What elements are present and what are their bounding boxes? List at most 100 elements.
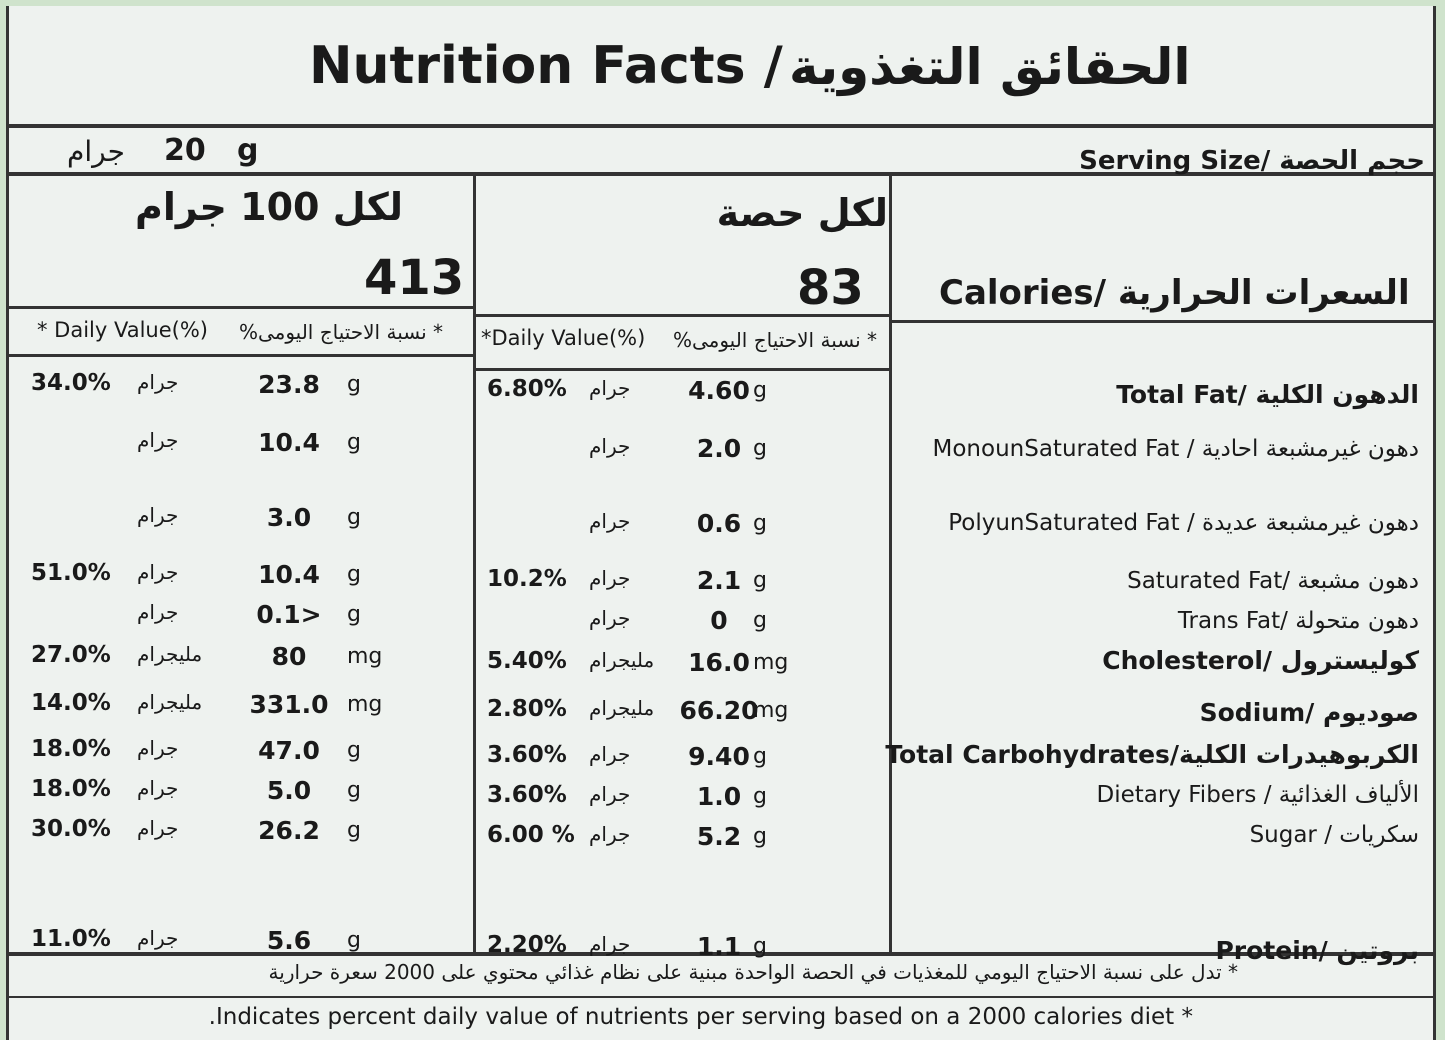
dv-serving: 6.00 % xyxy=(487,822,575,848)
unit-serving: mg xyxy=(753,698,789,723)
footnote-en: * Indicates percent daily value of nutri… xyxy=(208,1004,1193,1030)
amount-100: 0.1> xyxy=(256,600,322,629)
dv-100: 11.0% xyxy=(31,926,111,952)
amount-serving: 66.20 xyxy=(679,696,759,725)
dv-ar: * نسبة الاحتياج اليومى% xyxy=(672,328,877,352)
unit-ar-serving: جرام xyxy=(589,376,631,400)
dv-100: 18.0% xyxy=(31,736,111,762)
unit-serving: mg xyxy=(753,650,789,675)
unit-100: g xyxy=(347,505,361,530)
nutrient-label: Total Fat/ الدهون الكلية xyxy=(1116,380,1419,409)
unit-ar-100: جرام xyxy=(137,370,179,394)
unit-ar-serving: مليجرام xyxy=(589,648,655,672)
footnote-ar: * تدل على نسبة الاحتياج اليومي للمغذيات … xyxy=(268,960,1238,984)
unit-serving: g xyxy=(753,436,767,461)
rule xyxy=(9,124,1433,128)
dv-en: * Daily Value(%) xyxy=(37,318,208,342)
unit-ar-100: جرام xyxy=(137,600,179,624)
amount-serving: 16.0 xyxy=(688,648,750,677)
unit-ar-serving: جرام xyxy=(589,742,631,766)
unit-ar-100: جرام xyxy=(137,560,179,584)
nutrient-label: PolyunSaturated Fat / دهون غيرمشبعة عديد… xyxy=(948,510,1419,536)
per-serving-header: لكل حصة xyxy=(716,191,888,235)
unit-ar-serving: جرام xyxy=(589,822,631,846)
amount-100: 10.4 xyxy=(258,428,320,457)
title-ar: الحقائق التغذوية xyxy=(789,38,1191,96)
rule xyxy=(889,176,892,956)
calories-label: Calories/ السعرات الحرارية xyxy=(939,273,1410,313)
title-en: Nutrition Facts / xyxy=(309,36,783,96)
unit-serving: g xyxy=(753,744,767,769)
rule xyxy=(476,314,889,317)
unit-ar-100: جرام xyxy=(137,926,179,950)
amount-100: 80 xyxy=(271,642,307,671)
calories-serving: 83 xyxy=(797,260,864,316)
unit-ar-serving: مليجرام xyxy=(589,696,655,720)
rule xyxy=(9,996,1433,998)
dv-serving: 5.40% xyxy=(487,648,567,674)
amount-100: 5.6 xyxy=(266,926,312,955)
dv-100: 34.0% xyxy=(31,370,111,396)
unit-ar-serving: جرام xyxy=(589,509,631,533)
nutrient-label: Dietary Fibers / الألياف الغذائية xyxy=(1096,782,1420,808)
unit-100: g xyxy=(347,430,361,455)
amount-serving: 0 xyxy=(710,606,728,635)
rule xyxy=(476,368,889,371)
amount-serving: 5.2 xyxy=(696,822,742,851)
rule xyxy=(9,172,1433,176)
nutrition-label: Nutrition Facts / الحقائق التغذوية جرام … xyxy=(6,6,1436,1040)
amount-serving: 4.60 xyxy=(688,376,750,405)
calories-100: 413 xyxy=(364,250,465,306)
dv-serving: 2.80% xyxy=(487,696,567,722)
rule xyxy=(9,952,1433,956)
amount-100: 10.4 xyxy=(258,560,320,589)
unit-ar-serving: جرام xyxy=(589,434,631,458)
amount-serving: 1.1 xyxy=(696,932,742,961)
unit-serving: g xyxy=(753,784,767,809)
unit-ar-100: مليجرام xyxy=(137,642,203,666)
rule xyxy=(9,306,473,309)
unit-serving: g xyxy=(753,568,767,593)
nutrient-label: Cholesterol/ كوليسترول xyxy=(1102,646,1419,675)
per-100-header: لكل 100 جرام xyxy=(135,185,403,229)
amount-serving: 2.0 xyxy=(696,434,742,463)
dv-serving: 2.20% xyxy=(487,932,567,958)
unit-ar-serving: جرام xyxy=(589,566,631,590)
serving-unit-ar: جرام xyxy=(67,135,125,168)
amount-100: 5.0 xyxy=(266,776,312,805)
amount-serving: 2.1 xyxy=(696,566,742,595)
dv-100: 14.0% xyxy=(31,690,111,716)
dv-100: 18.0% xyxy=(31,776,111,802)
unit-100: g xyxy=(347,562,361,587)
unit-ar-100: مليجرام xyxy=(137,690,203,714)
nutrient-label: Total Carbohydrates/الكربوهيدرات الكلية xyxy=(885,740,1419,769)
dv-en: *Daily Value(%) xyxy=(481,326,646,350)
rule xyxy=(9,354,473,357)
amount-100: 331.0 xyxy=(249,690,329,719)
amount-100: 23.8 xyxy=(258,370,320,399)
dv-serving: 3.60% xyxy=(487,742,567,768)
unit-serving: g xyxy=(753,608,767,633)
dv-serving: 6.80% xyxy=(487,376,567,402)
unit-100: g xyxy=(347,778,361,803)
amount-serving: 9.40 xyxy=(688,742,750,771)
unit-100: g xyxy=(347,818,361,843)
dv-100: 27.0% xyxy=(31,642,111,668)
unit-ar-serving: جرام xyxy=(589,932,631,956)
nutrient-label: MonounSaturated Fat / دهون غيرمشبعة احاد… xyxy=(932,436,1419,462)
amount-serving: 0.6 xyxy=(696,509,742,538)
amount-serving: 1.0 xyxy=(696,782,742,811)
unit-100: g xyxy=(347,602,361,627)
serving-unit: g xyxy=(237,133,259,168)
unit-ar-100: جرام xyxy=(137,503,179,527)
rule xyxy=(473,176,476,956)
unit-100: g xyxy=(347,928,361,953)
rule xyxy=(892,320,1433,323)
nutrient-label: Sugar / سكريات xyxy=(1249,822,1419,848)
amount-100: 3.0 xyxy=(266,503,312,532)
dv-100: 30.0% xyxy=(31,816,111,842)
unit-serving: g xyxy=(753,511,767,536)
unit-100: mg xyxy=(347,644,383,669)
amount-100: 26.2 xyxy=(258,816,320,845)
unit-ar-100: جرام xyxy=(137,428,179,452)
